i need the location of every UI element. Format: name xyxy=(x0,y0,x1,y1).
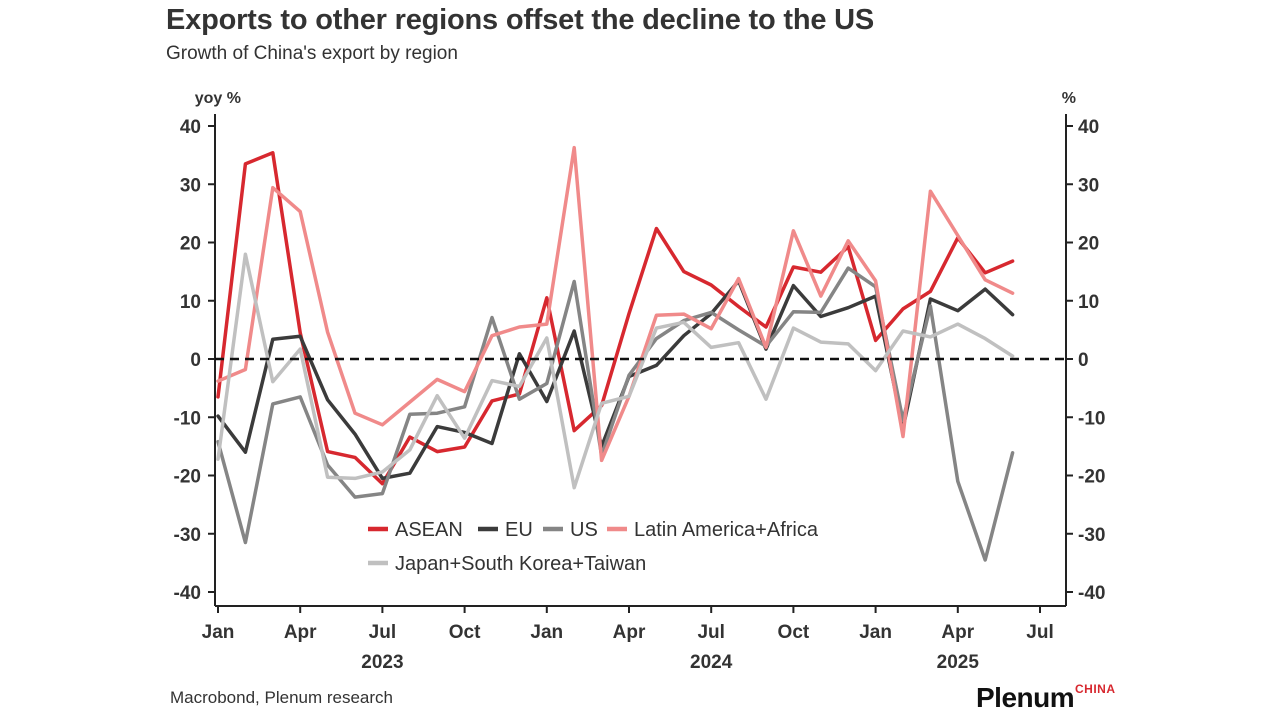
x-tick-label: Jul xyxy=(369,622,396,643)
source-note: Macrobond, Plenum research xyxy=(170,688,394,707)
y-tick-label-right: 40 xyxy=(1078,117,1099,138)
x-year-label: 2023 xyxy=(361,652,403,673)
series-line xyxy=(216,151,1015,486)
brand-logo-sub: CHINA xyxy=(1075,682,1116,696)
series-line xyxy=(216,252,1015,490)
y-tick-label-left: -20 xyxy=(174,467,201,488)
y-tick-label-right: 0 xyxy=(1078,350,1089,371)
y-tick-label-left: 10 xyxy=(180,292,201,313)
brand-logo: Plenum xyxy=(976,682,1075,713)
legend-label: Japan+South Korea+Taiwan xyxy=(395,553,646,575)
x-tick-label: Jan xyxy=(530,622,563,643)
series-line xyxy=(216,145,1015,463)
legend-label: Latin America+Africa xyxy=(634,519,819,541)
y-tick-label-right: 30 xyxy=(1078,175,1099,196)
y-axis-label-right: % xyxy=(1062,90,1076,107)
y-tick-label-right: -40 xyxy=(1078,583,1105,604)
y-tick-label-left: 30 xyxy=(180,175,201,196)
y-axis-label-left: yoy % xyxy=(195,90,241,107)
y-tick-label-left: 40 xyxy=(180,117,201,138)
y-tick-label-left: -30 xyxy=(174,525,201,546)
y-tick-label-right: -10 xyxy=(1078,408,1105,429)
y-tick-label-right: 10 xyxy=(1078,292,1099,313)
x-tick-label: Oct xyxy=(449,622,481,643)
x-tick-label: Jul xyxy=(1026,622,1053,643)
x-tick-label: Jan xyxy=(202,622,235,643)
x-tick-label: Oct xyxy=(778,622,810,643)
legend-label: EU xyxy=(505,519,533,541)
y-tick-label-left: -40 xyxy=(174,583,201,604)
y-tick-label-right: -20 xyxy=(1078,467,1105,488)
x-tick-label: Jan xyxy=(859,622,892,643)
x-year-label: 2024 xyxy=(690,652,733,673)
x-tick-label: Apr xyxy=(941,622,974,643)
x-year-label: 2025 xyxy=(937,652,980,673)
legend-label: ASEAN xyxy=(395,519,463,541)
x-tick-label: Apr xyxy=(613,622,646,643)
chart-title: Exports to other regions offset the decl… xyxy=(166,4,875,36)
x-tick-label: Jul xyxy=(697,622,724,643)
y-tick-label-left: 20 xyxy=(180,234,201,255)
y-tick-label-left: 0 xyxy=(190,350,201,371)
legend-label: US xyxy=(570,519,598,541)
y-tick-label-right: -30 xyxy=(1078,525,1105,546)
y-tick-label-right: 20 xyxy=(1078,234,1099,255)
chart-subtitle: Growth of China's export by region xyxy=(166,43,458,64)
y-tick-label-left: -10 xyxy=(174,408,201,429)
x-tick-label: Apr xyxy=(284,622,317,643)
